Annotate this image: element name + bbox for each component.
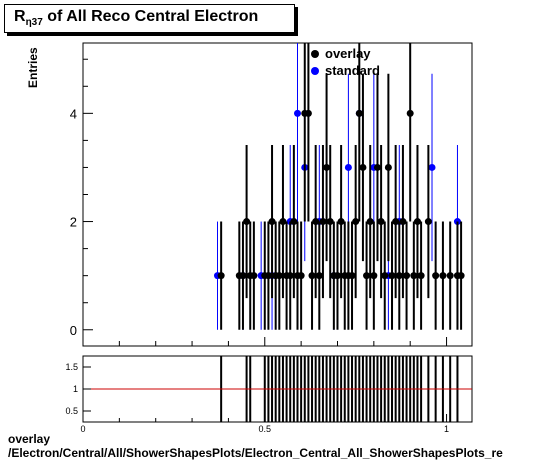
overlay-point	[384, 163, 392, 171]
overlay-point	[286, 272, 294, 280]
overlay-point	[413, 218, 421, 226]
y-tick-label: 4	[70, 106, 77, 121]
overlay-point	[348, 272, 356, 280]
overlay-point	[417, 272, 425, 280]
y-axis-label: Entries	[26, 47, 40, 88]
overlay-point	[377, 218, 385, 226]
overlay-point	[370, 272, 378, 280]
overlay-point	[355, 109, 363, 117]
overlay-point	[304, 109, 312, 117]
overlay-point	[243, 218, 251, 226]
overlay-point	[359, 163, 367, 171]
standard-point	[344, 163, 352, 171]
legend-marker-overlay	[311, 50, 319, 58]
chart-title: Rη37 of All Reco Central Electron	[14, 8, 258, 28]
overlay-point	[406, 109, 414, 117]
ratio-x-tick-label: 0	[80, 424, 85, 434]
overlay-point	[410, 272, 418, 280]
overlay-point	[290, 218, 298, 226]
standard-point	[428, 163, 436, 171]
overlay-point	[388, 272, 396, 280]
overlay-point	[352, 218, 360, 226]
ratio-x-tick-label: 1	[444, 424, 449, 434]
overlay-point	[392, 218, 400, 226]
overlay-point	[326, 218, 334, 226]
overlay-point	[308, 272, 316, 280]
overlay-point	[363, 272, 371, 280]
overlay-point	[279, 218, 287, 226]
overlay-point	[337, 218, 345, 226]
standard-point	[293, 109, 301, 117]
footer-caption: overlay /Electron/Central/All/ShowerShap…	[8, 432, 503, 460]
ratio-y-tick-label: 1.5	[65, 362, 78, 372]
overlay-point	[366, 218, 374, 226]
overlay-point	[297, 272, 305, 280]
overlay-point	[439, 272, 447, 280]
overlay-point	[268, 218, 276, 226]
overlay-point	[275, 272, 283, 280]
overlay-point	[250, 272, 258, 280]
ratio-x-tick-label: 0.5	[259, 424, 272, 434]
overlay-point	[395, 272, 403, 280]
title-symbol: R	[14, 8, 26, 25]
title-subscript: η37	[25, 17, 43, 29]
ratio-y-tick-label: 1	[73, 384, 78, 394]
overlay-point	[446, 272, 454, 280]
overlay-point	[319, 218, 327, 226]
overlay-point	[381, 272, 389, 280]
overlay-point	[403, 272, 411, 280]
overlay-point	[315, 272, 323, 280]
overlay-point	[264, 272, 272, 280]
overlay-point	[217, 272, 225, 280]
footer-line-1: overlay	[8, 432, 51, 446]
y-tick-label: 0	[70, 323, 77, 338]
overlay-point	[373, 163, 381, 171]
title-box: Rη37 of All Reco Central Electron	[4, 4, 295, 33]
legend-label-overlay: overlay	[325, 46, 371, 61]
legend-label-standard: standard	[325, 63, 380, 78]
overlay-point	[457, 272, 465, 280]
overlay-point	[432, 272, 440, 280]
overlay-point	[239, 272, 247, 280]
overlay-point	[333, 272, 341, 280]
overlay-point	[323, 163, 331, 171]
footer-line-2: /Electron/Central/All/ShowerShapesPlots/…	[8, 446, 503, 460]
overlay-point	[312, 218, 320, 226]
overlay-point	[424, 218, 432, 226]
title-text: of All Reco Central Electron	[42, 8, 259, 25]
overlay-point	[399, 218, 407, 226]
y-tick-label: 2	[70, 215, 77, 230]
legend-marker-standard	[311, 67, 319, 75]
ratio-y-tick-label: 0.5	[65, 406, 78, 416]
